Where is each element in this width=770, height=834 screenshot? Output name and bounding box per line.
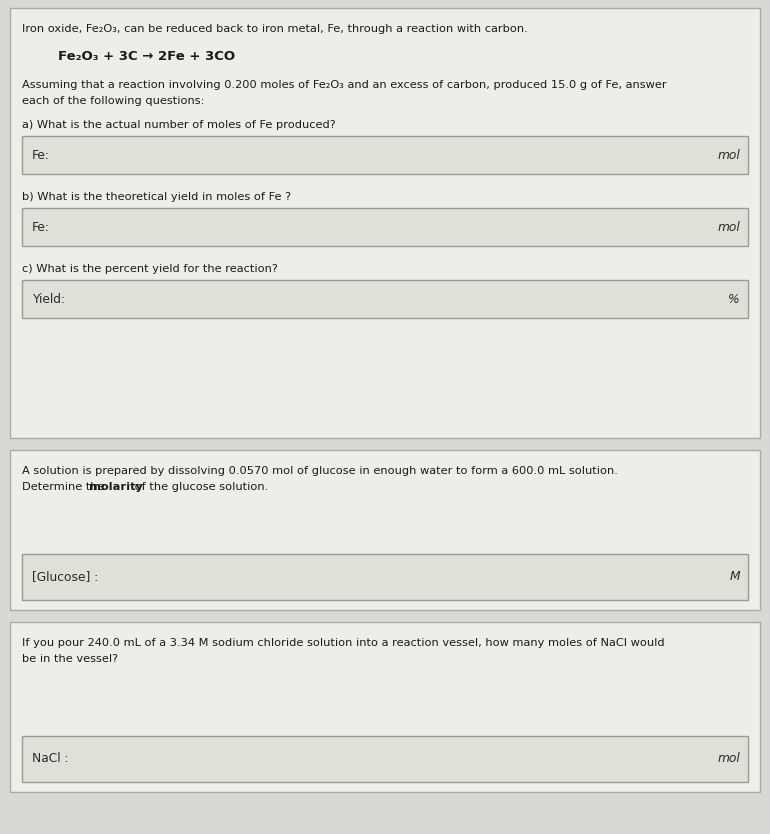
FancyBboxPatch shape xyxy=(22,280,748,318)
Text: A solution is prepared by dissolving 0.0570 mol of glucose in enough water to fo: A solution is prepared by dissolving 0.0… xyxy=(22,466,618,476)
Text: %: % xyxy=(728,293,740,305)
Text: Fe₂O₃ + 3C → 2Fe + 3CO: Fe₂O₃ + 3C → 2Fe + 3CO xyxy=(58,50,235,63)
FancyBboxPatch shape xyxy=(22,736,748,782)
FancyBboxPatch shape xyxy=(10,8,760,438)
FancyBboxPatch shape xyxy=(22,208,748,246)
Text: b) What is the theoretical yield in moles of Fe ?: b) What is the theoretical yield in mole… xyxy=(22,192,291,202)
Text: Assuming that a reaction involving 0.200 moles of Fe₂O₃ and an excess of carbon,: Assuming that a reaction involving 0.200… xyxy=(22,80,667,90)
Text: molarity: molarity xyxy=(89,482,142,492)
Text: Fe:: Fe: xyxy=(32,220,50,234)
Text: NaCl :: NaCl : xyxy=(32,752,69,766)
Text: Yield:: Yield: xyxy=(32,293,65,305)
Text: If you pour 240.0 mL of a 3.34 M sodium chloride solution into a reaction vessel: If you pour 240.0 mL of a 3.34 M sodium … xyxy=(22,638,665,648)
Text: c) What is the percent yield for the reaction?: c) What is the percent yield for the rea… xyxy=(22,264,278,274)
FancyBboxPatch shape xyxy=(22,554,748,600)
Text: of the glucose solution.: of the glucose solution. xyxy=(131,482,268,492)
Text: mol: mol xyxy=(717,220,740,234)
Text: mol: mol xyxy=(717,752,740,766)
Text: M: M xyxy=(729,570,740,584)
Text: be in the vessel?: be in the vessel? xyxy=(22,654,118,664)
FancyBboxPatch shape xyxy=(10,622,760,792)
FancyBboxPatch shape xyxy=(22,136,748,174)
Text: a) What is the actual number of moles of Fe produced?: a) What is the actual number of moles of… xyxy=(22,120,336,130)
Text: Determine the: Determine the xyxy=(22,482,109,492)
Text: [Glucose] :: [Glucose] : xyxy=(32,570,99,584)
Text: Iron oxide, Fe₂O₃, can be reduced back to iron metal, Fe, through a reaction wit: Iron oxide, Fe₂O₃, can be reduced back t… xyxy=(22,24,527,34)
FancyBboxPatch shape xyxy=(10,450,760,610)
Text: mol: mol xyxy=(717,148,740,162)
Text: each of the following questions:: each of the following questions: xyxy=(22,96,205,106)
Text: Fe:: Fe: xyxy=(32,148,50,162)
